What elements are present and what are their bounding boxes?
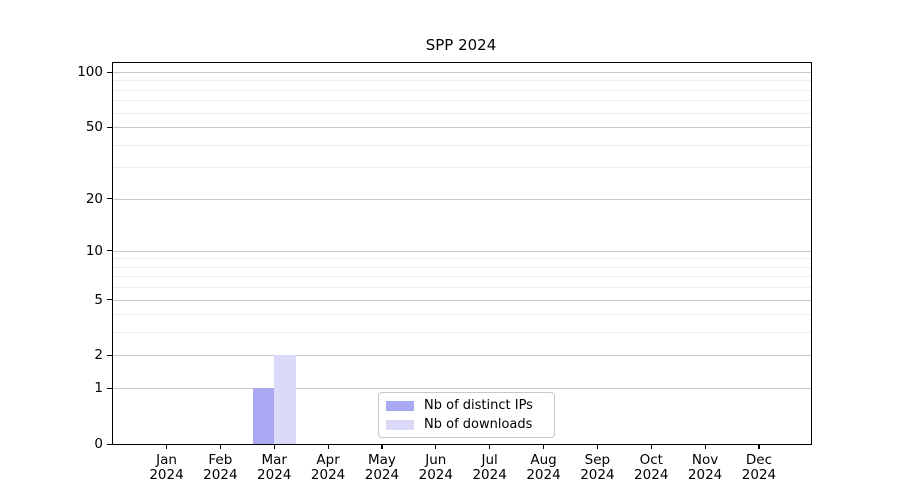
y-tick-label: 20 xyxy=(85,190,103,207)
x-tick-label: May 2024 xyxy=(364,452,400,483)
x-tick-label: Aug 2024 xyxy=(526,452,561,483)
gridline-major xyxy=(113,127,811,129)
plot-area: 0 1 2 5 10 20 50 100 Jan 2024 Feb 2024 Mar 2024 Apr 202… xyxy=(77,62,812,483)
x-axis-tick xyxy=(219,444,222,449)
legend-item-distinct-ips: Nb of distinct IPs xyxy=(386,398,554,413)
x-axis-tick xyxy=(489,444,491,449)
x-axis-tick xyxy=(381,444,383,449)
x-tick-label: Sep 2024 xyxy=(580,452,615,483)
y-axis-tick xyxy=(107,299,112,301)
bar-downloads xyxy=(274,355,296,444)
y-tick-label: 2 xyxy=(94,347,103,364)
legend: Nb of distinct IPs Nb of downloads xyxy=(378,392,555,438)
y-tick-label: 0 xyxy=(94,436,103,452)
gridline-major xyxy=(113,198,811,200)
y-tick-label: 10 xyxy=(85,242,103,259)
gridline-minor xyxy=(113,266,811,268)
y-tick-label: 5 xyxy=(94,291,103,308)
gridline-major xyxy=(113,72,811,74)
chart-title: SPP 2024 xyxy=(425,36,497,54)
x-tick-label: Apr 2024 xyxy=(310,452,346,483)
y-tick-label: 100 xyxy=(77,64,103,81)
gridline-minor xyxy=(113,89,811,91)
x-tick-label: Oct 2024 xyxy=(634,452,669,483)
gridline-minor xyxy=(113,100,811,102)
x-tick-label: Jun 2024 xyxy=(418,452,453,483)
x-tick-label: Nov 2024 xyxy=(687,452,723,483)
legend-item-downloads: Nb of downloads xyxy=(386,417,554,432)
legend-label-downloads: Nb of downloads xyxy=(424,417,533,432)
x-axis-tick xyxy=(704,444,706,449)
bar-distinct-ips xyxy=(252,388,275,444)
gridline-minor xyxy=(113,112,811,114)
legend-swatch-downloads xyxy=(386,419,414,430)
x-axis-tick xyxy=(327,444,329,449)
y-axis-tick xyxy=(107,198,112,200)
y-axis-tick xyxy=(107,250,112,252)
gridline-minor xyxy=(113,167,811,169)
x-axis-tick xyxy=(596,444,599,449)
x-axis-tick xyxy=(166,444,168,449)
x-tick-label: Jul 2024 xyxy=(472,452,507,483)
y-axis-tick xyxy=(107,126,112,128)
gridline-major xyxy=(113,299,811,301)
gridline-minor xyxy=(113,80,811,82)
x-axis-tick xyxy=(435,444,437,449)
gridline-minor xyxy=(113,332,811,334)
x-tick-label: Feb 2024 xyxy=(203,452,238,483)
gridline-minor xyxy=(113,258,811,260)
x-axis-tick xyxy=(650,444,652,449)
gridline-major xyxy=(113,388,811,390)
y-axis-tick xyxy=(107,354,112,357)
x-tick-label: Dec 2024 xyxy=(741,452,777,483)
legend-label-distinct-ips: Nb of distinct IPs xyxy=(424,398,533,413)
gridline-minor xyxy=(113,287,811,289)
gridline-minor xyxy=(113,144,811,146)
x-axis-tick xyxy=(758,444,760,449)
y-axis-tick xyxy=(107,387,112,389)
gridline-major xyxy=(113,355,811,357)
gridline-minor xyxy=(113,276,811,278)
x-tick-label: Mar 2024 xyxy=(257,452,292,483)
x-axis-tick xyxy=(543,444,545,449)
y-tick-label: 1 xyxy=(94,380,103,397)
x-tick-label: Jan 2024 xyxy=(149,452,184,483)
y-axis-tick xyxy=(107,71,112,73)
x-axis-tick xyxy=(273,444,275,449)
gridline-major xyxy=(113,250,811,252)
y-tick-label: 50 xyxy=(85,119,103,136)
gridline-minor xyxy=(113,314,811,316)
legend-swatch-distinct-ips xyxy=(386,400,414,411)
y-axis-tick xyxy=(107,443,112,445)
